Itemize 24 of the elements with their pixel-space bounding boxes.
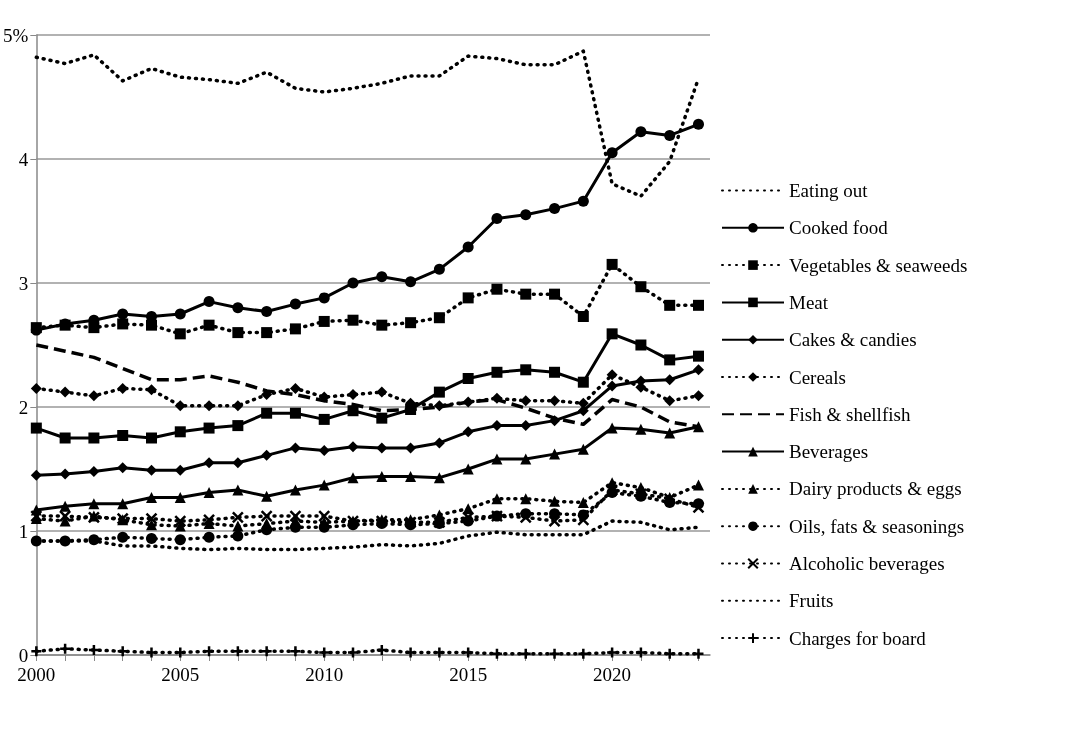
legend-label: Fish & shellfish bbox=[789, 403, 911, 425]
legend-label: Cereals bbox=[789, 366, 846, 388]
y-tick-label: 5% bbox=[3, 24, 29, 46]
legend-label: Eating out bbox=[789, 180, 869, 201]
x-tick-label: 2005 bbox=[161, 664, 200, 685]
y-tick-label: 3 bbox=[18, 272, 29, 294]
legend-label: Cooked food bbox=[789, 217, 889, 239]
y-tick-label: 2 bbox=[18, 396, 29, 418]
y-tick-label: 0 bbox=[18, 644, 29, 666]
x-tick-label: 2015 bbox=[449, 664, 488, 685]
legend-label: Alcoholic beverages bbox=[789, 553, 945, 574]
x-tick-label: 2000 bbox=[17, 664, 56, 685]
y-tick-label: 4 bbox=[18, 148, 29, 170]
x-tick-label: 2010 bbox=[305, 664, 344, 685]
legend-label: Charges for board bbox=[789, 627, 927, 649]
legend-label: Oils, fats & seasonings bbox=[789, 515, 965, 537]
legend-label: Dairy products & eggs bbox=[789, 478, 962, 500]
y-tick-label: 1 bbox=[18, 520, 29, 542]
legend-label: Vegetables & seaweeds bbox=[789, 254, 968, 276]
legend-label: Meat bbox=[789, 291, 829, 313]
legend-label: Beverages bbox=[789, 441, 869, 463]
legend-label: Cakes & candies bbox=[789, 329, 917, 351]
legend-label: Fruits bbox=[789, 590, 834, 612]
x-tick-label: 2020 bbox=[593, 664, 632, 685]
